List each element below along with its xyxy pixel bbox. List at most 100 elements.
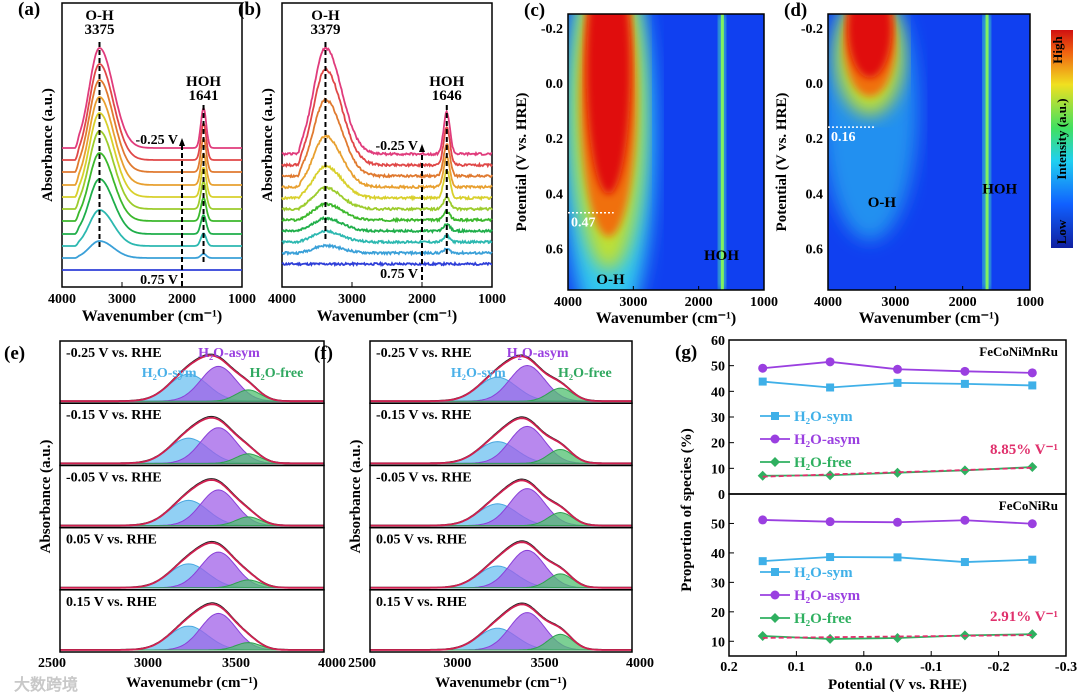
- data-point: [893, 364, 902, 374]
- legend-marker: [770, 590, 780, 600]
- spectrum-line: [281, 45, 493, 157]
- spectrum-line: [62, 240, 242, 259]
- arrow-head-icon: [179, 138, 185, 146]
- subplot-title: FeCoNiMnRu: [979, 344, 1058, 359]
- subplot-FeCoNiMnRu: 0 10 20 30 40 50 60 FeCoNiMnRu H₂O-sym H₂O-asym H₂…: [711, 334, 1067, 503]
- linear-fit-line: [762, 466, 1033, 478]
- legend-marker: [771, 568, 779, 576]
- y-tick-label: 0.2: [546, 132, 564, 147]
- y-tick-label: 0.6: [806, 243, 824, 258]
- y-axis-label: Absorbance (a.u.): [38, 440, 54, 554]
- x-axis-label: Wavenumber (cm⁻¹): [82, 308, 222, 325]
- y-axis-label: Absorbance (a.u.): [260, 88, 276, 202]
- x-tick-label: 4000: [554, 295, 582, 310]
- x-tick-label: 3000: [619, 295, 647, 310]
- y-tick-label: 40: [711, 547, 725, 562]
- heatmap-band: [847, 14, 892, 78]
- legend-h2o-asym: H₂O-asym: [507, 346, 569, 361]
- data-point: [757, 470, 768, 481]
- x-tick-label: 4000: [626, 656, 654, 671]
- hoh-band: [720, 14, 724, 290]
- x-tick-label: 4000: [48, 292, 76, 307]
- data-point: [1027, 462, 1038, 473]
- legend-label: H₂O-asym: [794, 588, 861, 604]
- x-tick-label: 3000: [338, 292, 366, 307]
- colorbar-gradient: [1051, 30, 1073, 248]
- spectrum-line: [62, 209, 242, 247]
- subplot-FeCoNiRu: 10 20 30 40 50 FeCoNiRu H₂O-sym H₂O-asym H₂O-fre…: [711, 493, 1067, 657]
- data-point: [960, 379, 969, 388]
- watermark: 大数跨境: [14, 675, 78, 694]
- fit-subpanel: -0.25 V vs. RHE: [369, 340, 633, 404]
- legend-label: H₂O-asym: [794, 432, 861, 448]
- hoh-band: [985, 14, 989, 290]
- y-tick-label: 60: [711, 334, 725, 349]
- legend-h2o-asym: H₂O-asym: [198, 346, 260, 361]
- y-axis-label: Potential (V vs. HRE): [514, 93, 530, 232]
- oh-label: O-H: [596, 272, 625, 288]
- spectrum-line: [281, 185, 493, 212]
- heatmap: [568, 14, 764, 290]
- peak-label: O-H: [311, 8, 340, 24]
- spectrum-line: [281, 134, 493, 190]
- peak-position: 1646: [432, 88, 463, 104]
- colorbar: High Intensity (a.u.) Low: [1050, 30, 1073, 248]
- panel-e: (e) -0.25 V vs. RHE -0.15 V vs. RHE -0.05 V…: [4, 340, 346, 691]
- legend-h2o-sym: H₂O-sym: [142, 366, 197, 381]
- y-tick-label: 50: [711, 517, 725, 532]
- panel-label: (b): [238, 0, 261, 20]
- panel-b: (b) 4000 3000 2000 1000 Wavenumber (cm⁻¹) Abso…: [238, 0, 506, 325]
- legend-label: H₂O-sym: [794, 565, 853, 581]
- x-tick-label: 3000: [134, 656, 162, 671]
- x-tick-label: 2000: [408, 292, 436, 307]
- onset-label: 0.47: [571, 216, 596, 231]
- y-axis-label: Absorbance (a.u.): [348, 440, 364, 554]
- y-tick-label: 40: [711, 385, 725, 400]
- fit-envelope: [60, 541, 324, 589]
- panel-label: (f): [314, 343, 333, 364]
- potential-label: -0.25 V vs. RHE: [66, 346, 162, 361]
- x-tick-label: 3000: [108, 292, 136, 307]
- data-point: [893, 378, 902, 387]
- fit-envelope: [370, 541, 632, 589]
- panel-f: (f) -0.25 V vs. RHE -0.15 V vs. RHE -0.05 V…: [314, 340, 654, 691]
- legend-label: H₂O-sym: [794, 409, 853, 425]
- legend-h2o-sym: H₂O-sym: [451, 366, 506, 381]
- fit-subpanel: 0.15 V vs. RHE: [59, 589, 325, 653]
- data-point: [1027, 519, 1037, 529]
- spectrum-line: [281, 260, 493, 268]
- y-tick-label: 0: [718, 488, 725, 503]
- panel-d: (d) 4000 3000 2000 1000 -0.2 0.0 0.2 0.4 0.6 Waven…: [774, 0, 1044, 327]
- y-axis-label: Absorbance (a.u.): [40, 88, 56, 202]
- panel-label: (e): [4, 343, 25, 364]
- spectrum-line: [62, 112, 242, 198]
- potential-label: 0.05 V vs. RHE: [66, 533, 157, 548]
- potential-label-bottom: 0.75 V: [140, 273, 178, 288]
- x-tick-label: 2000: [168, 292, 196, 307]
- heatmap-band: [586, 14, 631, 195]
- x-tick-label: 1000: [750, 295, 778, 310]
- x-tick-label: 3500: [222, 656, 250, 671]
- x-tick-label: 2000: [685, 295, 713, 310]
- potential-label: 0.15 V vs. RHE: [66, 595, 157, 610]
- colorbar-low-label: Low: [1054, 219, 1069, 244]
- fit-subpanel: -0.25 V vs. RHE: [59, 340, 325, 404]
- data-point: [758, 377, 767, 386]
- fit-subpanel: -0.05 V vs. RHE: [59, 464, 325, 529]
- spectrum-line: [62, 47, 242, 149]
- y-tick-label: 20: [711, 606, 725, 621]
- spectrum-line: [62, 63, 242, 161]
- x-tick-label: -0.1: [920, 660, 942, 675]
- legend-marker: [770, 434, 780, 444]
- panel-a: (a) 4000 3000 2000 1000 Wavenumber (cm⁻¹) Abso…: [18, 0, 256, 325]
- x-tick-label: 2500: [38, 656, 66, 671]
- fit-slope-label: 8.85% V⁻¹: [990, 442, 1058, 458]
- y-axis-label: Proportion of species (%): [679, 428, 695, 591]
- x-axis-label: Wavenumber (cm⁻¹): [859, 310, 999, 327]
- linear-fit-line: [762, 634, 1033, 639]
- x-axis-label: Wavenumebr (cm⁻¹): [126, 675, 258, 691]
- fit-subpanel: -0.05 V vs. RHE: [369, 464, 633, 529]
- spectrum-line: [62, 152, 242, 222]
- potential-label: -0.15 V vs. RHE: [376, 408, 472, 423]
